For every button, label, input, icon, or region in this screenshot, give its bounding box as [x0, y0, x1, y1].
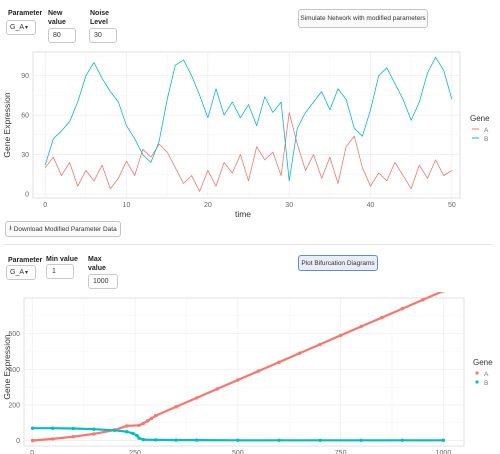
plot-bifurcation-button[interactable]: Plot Bifurcation Diagrams	[298, 255, 378, 271]
y-axis-label: Gene Expression	[2, 92, 12, 157]
y-tick-label: 0	[16, 438, 20, 445]
series-trace-b	[31, 427, 445, 442]
x-tick-label: 500	[232, 450, 244, 454]
plot-ticks: 0 250 500 750 1000 0 200 400 600	[8, 331, 451, 454]
legend-label-b: B	[484, 380, 488, 387]
plot-panel	[32, 51, 461, 199]
legend-label-a: A	[484, 127, 489, 134]
new-value-input[interactable]: 80	[48, 28, 76, 43]
noise-level-input[interactable]: 30	[89, 28, 117, 43]
max-value-label: Max value	[88, 256, 106, 272]
bif-parameter-select[interactable]: G_A ▾	[6, 265, 36, 280]
x-tick-label: 30	[285, 202, 293, 209]
legend-dot-b	[475, 380, 479, 384]
y-tick-label: 30	[21, 152, 29, 159]
chevron-down-icon: ▾	[25, 25, 29, 31]
x-axis-label: time	[235, 209, 251, 218]
min-value-input[interactable]: 1	[46, 264, 74, 279]
plot-panel	[23, 297, 465, 447]
legend-label-b: B	[484, 136, 488, 143]
max-value-text: 1000	[93, 278, 109, 285]
x-tick-label: 750	[335, 450, 347, 454]
x-tick-label: 50	[448, 202, 456, 209]
y-tick-label: 0	[25, 192, 29, 199]
y-axis-label: Gene Expression	[2, 334, 12, 399]
x-tick-label: 20	[204, 202, 212, 209]
legend-dot-a	[475, 371, 479, 375]
chevron-down-icon: ▾	[25, 270, 29, 276]
x-tick-label: 40	[367, 202, 375, 209]
x-tick-label: 0	[43, 202, 47, 209]
series-line-a	[44, 112, 453, 192]
download-icon: ⭳	[9, 224, 12, 232]
new-value-text: 80	[53, 32, 61, 39]
download-button-label: Download Modified Parameter Data	[13, 225, 117, 233]
simulate-network-button[interactable]: Simulate Network with modified parameter…	[298, 9, 428, 28]
bif-parameter-value: G_A	[10, 269, 25, 276]
x-tick-label: 1000	[436, 450, 452, 454]
download-parameter-data-button[interactable]: ⭳ Download Modified Parameter Data	[5, 221, 121, 237]
y-tick-label: 600	[8, 331, 20, 338]
max-value-input[interactable]: 1000	[88, 274, 118, 289]
section-divider	[4, 244, 492, 245]
plot-ticks: 0 10 20 30 40 50 0 30 60 90	[21, 73, 456, 209]
series-line-b	[44, 56, 453, 182]
min-value-text: 1	[52, 268, 56, 275]
bifurcation-chart: 0 250 500 750 1000 0 200 400 600 Gene Expression…	[2, 292, 493, 454]
y-tick-label: 60	[21, 113, 29, 120]
sim-parameter-value: G_A	[10, 24, 25, 31]
plot-series	[30, 292, 446, 443]
min-value-label: Min value	[46, 256, 78, 263]
x-tick-label: 250	[129, 450, 141, 454]
noise-level-text: 30	[94, 32, 102, 39]
legend-title: Gene	[470, 114, 490, 123]
plot-series	[44, 56, 453, 192]
legend-title: Gene	[473, 358, 493, 367]
legend-label-a: A	[484, 371, 489, 378]
x-tick-label: 0	[30, 450, 34, 454]
noise-level-label: Noise Level	[90, 10, 110, 26]
sim-parameter-label: Parameter	[8, 10, 43, 17]
y-tick-label: 400	[8, 367, 20, 374]
plot-grid	[24, 298, 464, 446]
sim-parameter-select[interactable]: G_A ▾	[6, 20, 36, 35]
y-tick-label: 200	[8, 402, 20, 409]
x-tick-label: 10	[123, 202, 131, 209]
y-tick-label: 90	[21, 73, 29, 80]
new-value-label: New value	[48, 10, 66, 26]
bif-parameter-label: Parameter	[8, 257, 43, 264]
